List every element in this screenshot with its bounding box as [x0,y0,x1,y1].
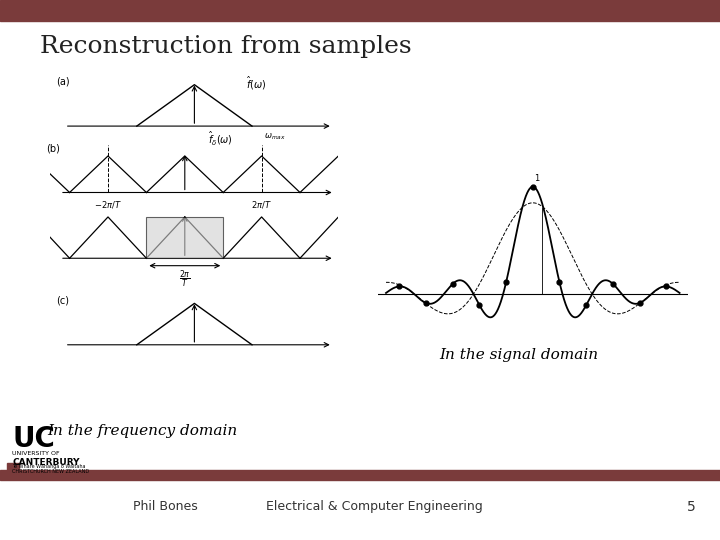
Text: (a): (a) [56,76,70,86]
Text: In the signal domain: In the signal domain [438,348,598,362]
Text: (b): (b) [47,143,60,153]
Text: UC: UC [12,425,55,453]
Text: $-2\pi/T$: $-2\pi/T$ [94,199,122,210]
Text: $\hat{f}(\omega)$: $\hat{f}(\omega)$ [246,75,266,92]
Text: $\frac{2\pi}{T}$: $\frac{2\pi}{T}$ [179,269,191,291]
Bar [0,0,720,21]
Text: 1: 1 [534,174,539,184]
Text: Reconstruction from samples: Reconstruction from samples [40,35,411,58]
Text: Electrical & Computer Engineering: Electrical & Computer Engineering [266,500,483,513]
Bar [146,217,223,258]
Text: UNIVERSITY OF: UNIVERSITY OF [12,451,60,456]
Bar [0,470,720,480]
Text: $\hat{f}_{\delta}(\omega)$: $\hat{f}_{\delta}(\omega)$ [208,129,233,147]
Text: In the frequency domain: In the frequency domain [47,424,237,438]
Text: $2\pi/T$: $2\pi/T$ [251,199,272,210]
Text: (c): (c) [56,295,69,305]
Text: Phil Bones: Phil Bones [133,500,198,513]
Text: Te Whare Wānanga o Waitaha: Te Whare Wānanga o Waitaha [12,464,86,469]
Text: 5: 5 [687,500,696,514]
Text: $\omega_{max}$: $\omega_{max}$ [264,131,286,142]
Text: CHRISTCHURCH NEW ZEALAND: CHRISTCHURCH NEW ZEALAND [12,469,89,474]
Text: CANTERBURY: CANTERBURY [12,458,80,467]
Bar [7,463,19,471]
